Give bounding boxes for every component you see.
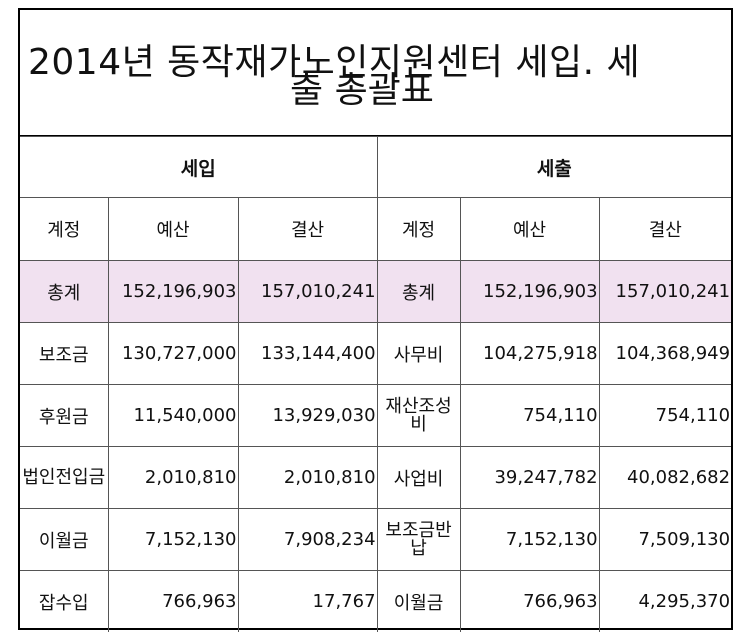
expense-budget: 754,110 bbox=[459, 384, 600, 447]
income-account: 총계 bbox=[20, 260, 109, 323]
expense-settlement: 754,110 bbox=[598, 384, 732, 447]
title-cell: 2014년 동작재가노인지원센터 세입. 세 출 총괄표 bbox=[20, 10, 731, 136]
table-row: 잡수입 766,963 17,767 이월금 766,963 4,295,370 bbox=[20, 570, 732, 632]
income-settlement-header: 결산 bbox=[237, 197, 378, 261]
income-settlement: 157,010,241 bbox=[237, 260, 378, 323]
income-account: 이월금 bbox=[20, 508, 109, 571]
expense-budget-header: 예산 bbox=[459, 197, 600, 261]
income-budget: 130,727,000 bbox=[107, 322, 239, 385]
expense-account: 이월금 bbox=[376, 570, 461, 632]
expense-budget: 152,196,903 bbox=[459, 260, 600, 323]
table-row: 보조금 130,727,000 133,144,400 사무비 104,275,… bbox=[20, 322, 732, 385]
table-row: 후원금 11,540,000 13,929,030 재산조성비 754,110 … bbox=[20, 384, 732, 447]
expense-settlement: 157,010,241 bbox=[598, 260, 732, 323]
income-settlement: 17,767 bbox=[237, 570, 378, 632]
expense-budget: 104,275,918 bbox=[459, 322, 600, 385]
section-header-row: 세입 세출 bbox=[20, 136, 732, 198]
expense-budget: 39,247,782 bbox=[459, 446, 600, 509]
expense-budget: 7,152,130 bbox=[459, 508, 600, 571]
expense-account: 재산조성비 bbox=[376, 384, 461, 447]
income-account: 잡수입 bbox=[20, 570, 109, 632]
summary-sheet: 2014년 동작재가노인지원센터 세입. 세 출 총괄표 세입 세출 계정 예산… bbox=[18, 8, 733, 632]
income-budget: 2,010,810 bbox=[107, 446, 239, 509]
income-settlement: 2,010,810 bbox=[237, 446, 378, 509]
expense-budget: 766,963 bbox=[459, 570, 600, 632]
expense-section-header: 세출 bbox=[376, 136, 732, 198]
table-row: 법인전입금 2,010,810 2,010,810 사업비 39,247,782… bbox=[20, 446, 732, 509]
income-account-header: 계정 bbox=[20, 197, 109, 261]
expense-account: 사무비 bbox=[376, 322, 461, 385]
expense-settlement-header: 결산 bbox=[598, 197, 732, 261]
table-row: 총계 152,196,903 157,010,241 총계 152,196,90… bbox=[20, 260, 732, 323]
income-account: 법인전입금 bbox=[20, 446, 109, 509]
table-row: 이월금 7,152,130 7,908,234 보조금반납 7,152,130 … bbox=[20, 508, 732, 571]
page-title-continuation: 출 총괄표 bbox=[290, 70, 434, 111]
income-budget: 766,963 bbox=[107, 570, 239, 632]
expense-account: 사업비 bbox=[376, 446, 461, 509]
income-budget: 7,152,130 bbox=[107, 508, 239, 571]
expense-account: 보조금반납 bbox=[376, 508, 461, 571]
expense-account-header: 계정 bbox=[376, 197, 461, 261]
expense-settlement: 104,368,949 bbox=[598, 322, 732, 385]
income-budget: 152,196,903 bbox=[107, 260, 239, 323]
column-header-row: 계정 예산 결산 계정 예산 결산 bbox=[20, 197, 732, 261]
income-settlement: 7,908,234 bbox=[237, 508, 378, 571]
income-section-header: 세입 bbox=[20, 136, 378, 198]
expense-account: 총계 bbox=[376, 260, 461, 323]
income-account: 후원금 bbox=[20, 384, 109, 447]
income-expense-table: 세입 세출 계정 예산 결산 계정 예산 결산 총계 152,196,903 1… bbox=[20, 136, 732, 632]
income-budget: 11,540,000 bbox=[107, 384, 239, 447]
income-budget-header: 예산 bbox=[107, 197, 239, 261]
expense-settlement: 7,509,130 bbox=[598, 508, 732, 571]
expense-settlement: 40,082,682 bbox=[598, 446, 732, 509]
page-title: 2014년 동작재가노인지원센터 세입. 세 bbox=[28, 42, 641, 83]
expense-settlement: 4,295,370 bbox=[598, 570, 732, 632]
income-settlement: 13,929,030 bbox=[237, 384, 378, 447]
income-settlement: 133,144,400 bbox=[237, 322, 378, 385]
income-account: 보조금 bbox=[20, 322, 109, 385]
